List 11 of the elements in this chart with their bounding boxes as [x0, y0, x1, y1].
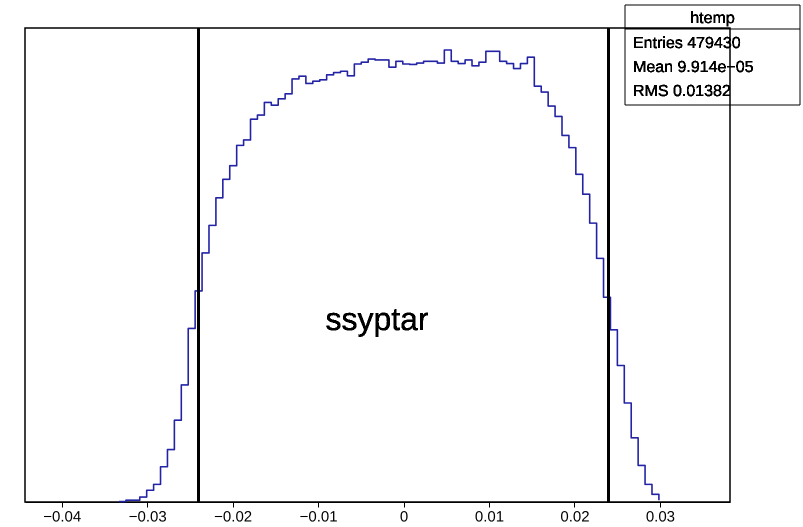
text: htemp	[690, 10, 735, 27]
annotation: RMS 0.01382	[633, 83, 731, 100]
x-tick-label: −0.04	[43, 508, 82, 526]
x-tick-label: 0.02	[560, 508, 590, 526]
x-tick-label: −0.02	[214, 508, 252, 526]
x-tick-label: −0.01	[300, 508, 338, 526]
x-tick-label: 0.03	[646, 508, 676, 526]
x-tick-label: 0.01	[474, 508, 504, 526]
x-tick-label: −0.03	[128, 508, 167, 526]
x-tick-label: 0	[400, 508, 408, 526]
annotation: ssyptar	[325, 301, 429, 337]
